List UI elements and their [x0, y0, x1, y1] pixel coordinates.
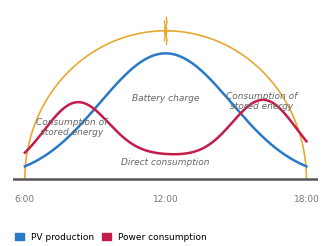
Legend: PV production, Power consumption: PV production, Power consumption [11, 230, 210, 246]
Text: Direct consumption: Direct consumption [121, 158, 210, 167]
Circle shape [165, 25, 167, 37]
Text: Consumption of
stored energy: Consumption of stored energy [226, 92, 297, 111]
Text: Battery charge: Battery charge [132, 94, 199, 103]
Text: Consumption of
stored energy: Consumption of stored energy [36, 118, 107, 137]
